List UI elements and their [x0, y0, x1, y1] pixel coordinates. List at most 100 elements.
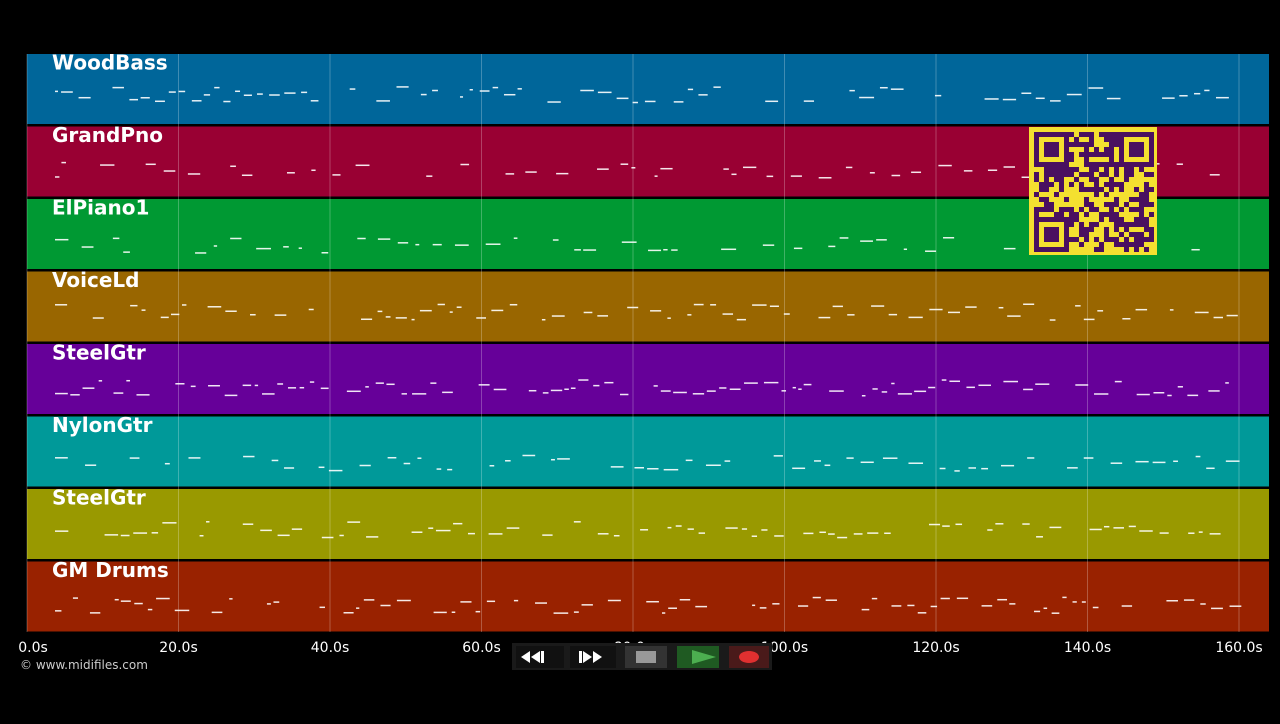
- qr-cell: [1044, 177, 1049, 182]
- fast-forward-button[interactable]: [570, 646, 616, 668]
- note: [114, 598, 119, 601]
- note: [1000, 464, 1015, 467]
- qr-cell: [1109, 182, 1114, 187]
- note: [685, 459, 693, 462]
- rewind-button[interactable]: [516, 646, 564, 668]
- note: [790, 175, 802, 177]
- note: [203, 94, 211, 96]
- note: [564, 388, 569, 391]
- qr-cell: [1114, 212, 1119, 217]
- qr-cell: [1104, 167, 1109, 172]
- play-button[interactable]: [677, 646, 719, 668]
- note: [311, 169, 316, 172]
- note: [1208, 390, 1220, 392]
- note: [773, 455, 783, 457]
- qr-cell: [1104, 132, 1109, 137]
- note: [1162, 97, 1175, 99]
- note: [814, 460, 821, 462]
- note: [242, 384, 252, 387]
- note: [419, 309, 432, 312]
- note: [872, 388, 878, 390]
- qr-cell: [1134, 187, 1139, 192]
- note: [647, 468, 659, 470]
- note: [1176, 163, 1183, 165]
- note: [955, 523, 963, 526]
- qr-cell: [1034, 177, 1039, 182]
- qr-cell: [1044, 197, 1049, 202]
- note: [928, 523, 941, 526]
- note: [387, 456, 397, 459]
- note: [320, 387, 329, 390]
- qr-cell: [1114, 172, 1119, 177]
- note: [1088, 87, 1104, 89]
- note: [1083, 318, 1095, 321]
- qr-cell: [1064, 197, 1069, 202]
- note: [698, 94, 708, 96]
- note: [907, 604, 915, 607]
- note: [943, 237, 955, 239]
- note: [1075, 384, 1089, 386]
- note: [55, 176, 60, 178]
- qr-cell: [1099, 152, 1104, 157]
- qr-cell: [1034, 207, 1039, 212]
- note: [396, 86, 409, 88]
- note: [938, 164, 952, 167]
- note: [949, 380, 961, 383]
- qr-cell: [1144, 172, 1149, 177]
- qr-cell: [1099, 172, 1104, 177]
- note: [861, 608, 870, 611]
- note: [100, 164, 115, 166]
- note: [298, 247, 302, 249]
- stop-button[interactable]: [625, 646, 667, 668]
- qr-cell: [1089, 132, 1094, 137]
- note: [731, 173, 737, 176]
- note: [632, 101, 638, 104]
- note: [428, 527, 434, 529]
- note: [1225, 460, 1240, 462]
- note: [1081, 601, 1086, 603]
- note: [679, 598, 691, 601]
- note: [366, 536, 379, 538]
- note: [478, 384, 490, 386]
- note: [1188, 532, 1195, 534]
- time-tick-label: 60.0s: [462, 640, 500, 656]
- note: [319, 606, 325, 609]
- note: [1152, 461, 1166, 464]
- note: [129, 457, 140, 459]
- track-name: SteelGtr: [52, 341, 146, 365]
- note: [597, 168, 609, 170]
- note: [1049, 526, 1062, 529]
- note: [713, 86, 721, 88]
- note: [542, 534, 553, 536]
- qr-cell: [1079, 242, 1084, 247]
- note: [1066, 93, 1082, 96]
- note: [154, 100, 165, 103]
- note: [1067, 467, 1078, 469]
- note: [574, 249, 581, 251]
- qr-cell: [1114, 162, 1119, 167]
- tracks: WoodBass GrandPno ElPiano1 VoiceLd SteelGtr N…: [27, 51, 1269, 632]
- note: [225, 310, 237, 312]
- qr-cell: [1034, 192, 1039, 197]
- note: [721, 248, 737, 251]
- qr-cell: [1064, 172, 1069, 177]
- note: [286, 172, 295, 174]
- qr-cell: [1099, 247, 1104, 252]
- note: [78, 96, 91, 99]
- note: [1226, 314, 1238, 317]
- note: [126, 379, 130, 382]
- note: [698, 532, 706, 534]
- qr-cell: [1049, 202, 1054, 207]
- note: [459, 96, 464, 98]
- qr-cell: [1084, 197, 1089, 202]
- note: [195, 252, 207, 254]
- record-button[interactable]: [729, 646, 769, 668]
- note: [1194, 92, 1201, 95]
- qr-cell: [1079, 132, 1084, 137]
- note: [456, 306, 462, 308]
- note: [1211, 607, 1223, 610]
- qr-cell: [1119, 232, 1124, 237]
- qr-cell: [1104, 182, 1109, 187]
- note: [174, 609, 190, 612]
- note: [435, 529, 451, 532]
